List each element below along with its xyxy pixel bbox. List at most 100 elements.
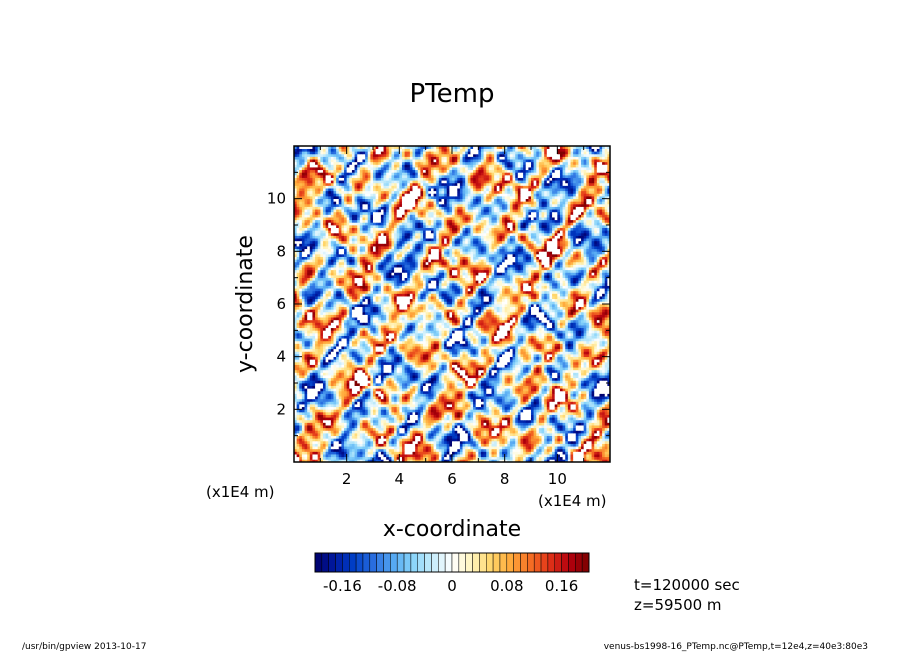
heatmap-cell [486,448,490,452]
heatmap-cell [449,451,453,455]
heatmap-cell [301,459,305,462]
heatmap-cell [486,375,490,379]
heatmap-cell [488,367,492,371]
heatmap-cell [304,390,308,394]
heatmap-cell [375,411,379,415]
heatmap-cell [407,451,411,455]
heatmap-cell [388,451,392,455]
heatmap-cell [341,438,345,442]
heatmap-cell [330,422,334,426]
heatmap-cell [470,430,474,434]
heatmap-cell [473,390,477,394]
heatmap-cell [557,454,561,458]
heatmap-cell [599,401,603,405]
heatmap-cell [309,417,313,421]
heatmap-cell [328,383,332,386]
heatmap-cell [523,414,527,418]
heatmap-cell [296,440,300,444]
heatmap-cell [504,364,508,368]
heatmap-cell [520,443,524,447]
heatmap-cell [583,427,587,431]
heatmap-cell [391,446,395,450]
heatmap-cell [509,354,513,358]
heatmap-cell [394,388,398,392]
heatmap-cell [404,372,408,376]
heatmap-cell [301,451,305,455]
heatmap-cell [520,414,524,418]
heatmap-cell [546,367,550,371]
heatmap-cell [309,435,313,439]
heatmap-cell [320,411,324,415]
heatmap-cell [449,369,453,373]
heatmap-cell [362,364,366,368]
heatmap-cell [394,414,398,418]
heatmap-cell [554,443,558,447]
heatmap-cell [488,409,492,413]
heatmap-cell [309,364,313,368]
heatmap-cell [570,388,574,392]
heatmap-cell [315,433,319,437]
heatmap-cell [378,454,382,458]
heatmap-cell [575,361,579,365]
heatmap-cell [320,435,324,439]
heatmap-cell [296,393,300,397]
heatmap-cell [517,419,521,423]
heatmap-cell [591,451,595,455]
heatmap-cell [604,451,608,455]
heatmap-cell [415,356,419,360]
heatmap-cell [570,459,574,462]
heatmap-cell [428,401,432,405]
heatmap-cell [557,401,561,405]
heatmap-cell [346,435,350,439]
heatmap-cell [349,438,353,442]
heatmap-cell [317,359,321,363]
heatmap-cell [523,390,527,394]
heatmap-cell [359,451,363,455]
heatmap-cell [491,443,495,447]
heatmap-cell [554,377,558,381]
heatmap-cell [375,435,379,439]
heatmap-cell [436,359,440,363]
heatmap-cell [399,375,403,379]
heatmap-cell [546,430,550,434]
heatmap-cell [396,375,400,379]
heatmap-cell [341,375,345,379]
heatmap-cell [359,372,363,376]
heatmap-cell [552,359,556,363]
heatmap-cell [417,425,421,429]
heatmap-cell [523,448,527,452]
heatmap-cell [586,359,590,363]
heatmap-cell [351,393,355,397]
heatmap-cell [507,388,511,392]
heatmap-cell [362,354,366,358]
heatmap-cell [325,430,329,434]
heatmap-cell [588,414,592,418]
heatmap-cell [502,417,506,421]
heatmap-cell [486,383,490,386]
heatmap-cell [602,401,606,405]
heatmap-cell [307,451,311,455]
heatmap-cell [599,409,603,413]
heatmap-cell [488,427,492,431]
heatmap-cell [336,440,340,444]
heatmap-cell [296,406,300,410]
heatmap-cell [488,414,492,418]
heatmap-cell [407,361,411,365]
heatmap-cell [383,406,387,410]
heatmap-cell [420,385,424,389]
heatmap-cell [322,393,326,397]
heatmap-cell [301,425,305,429]
heatmap-cell [338,417,342,421]
heatmap-cell [554,396,558,400]
heatmap-cell [575,367,579,371]
heatmap-cell [536,359,540,363]
heatmap-cell [502,359,506,363]
heatmap-cell [491,422,495,426]
heatmap-cell [396,390,400,394]
heatmap-cell [462,417,466,421]
heatmap-cell [320,377,324,381]
heatmap-cell [583,419,587,423]
heatmap-cell [315,414,319,418]
heatmap-cell [465,393,469,397]
heatmap-cell [433,361,437,365]
